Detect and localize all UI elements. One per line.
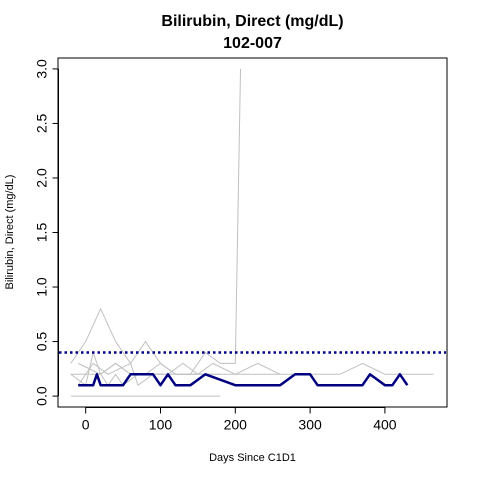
x-tick-label: 300 <box>298 417 322 433</box>
highlight-series-line <box>78 373 409 387</box>
background-series-line-3 <box>70 362 434 375</box>
y-tick-label: 0.0 <box>34 386 50 406</box>
x-tick-label: 200 <box>224 417 248 433</box>
plot-frame <box>57 57 448 408</box>
y-tick-label: 3.0 <box>34 59 50 79</box>
x-axis: 0 100 200 300 400 <box>82 407 397 433</box>
background-series-line-5 <box>70 350 161 387</box>
x-tick-label: 400 <box>373 417 397 433</box>
chart-title: Bilirubin, Direct (mg/dL) <box>161 13 343 30</box>
x-tick-label: 0 <box>82 417 90 433</box>
background-series-line-1 <box>70 68 242 375</box>
x-axis-label: Days Since C1D1 <box>209 452 296 464</box>
chart-subtitle: 102-007 <box>223 35 282 52</box>
y-tick-label: 2.0 <box>34 168 50 188</box>
y-axis-label: Bilirubin, Direct (mg/dL) <box>4 175 16 290</box>
x-tick-label: 100 <box>149 417 173 433</box>
background-series-line-6 <box>77 362 221 375</box>
background-series-group <box>70 68 434 397</box>
y-tick-label: 0.5 <box>34 332 50 352</box>
y-axis: 0.0 0.5 1.0 1.5 2.0 2.5 3.0 <box>34 59 59 406</box>
y-tick-label: 1.0 <box>34 277 50 297</box>
y-tick-label: 2.5 <box>34 113 50 133</box>
y-tick-label: 1.5 <box>34 223 50 243</box>
